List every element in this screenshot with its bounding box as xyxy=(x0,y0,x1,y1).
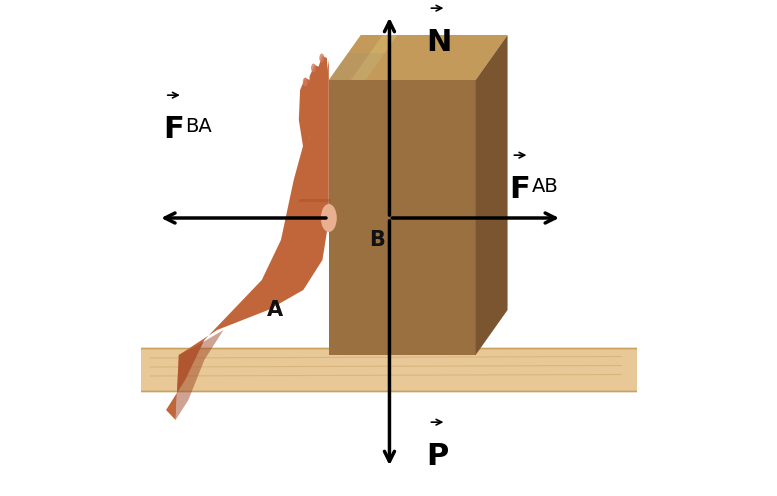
Polygon shape xyxy=(299,78,312,148)
Text: BA: BA xyxy=(185,118,212,136)
Text: $\mathbf{F}$: $\mathbf{F}$ xyxy=(163,115,183,144)
Text: $\mathbf{P}$: $\mathbf{P}$ xyxy=(427,442,449,471)
Text: B: B xyxy=(369,230,385,250)
Polygon shape xyxy=(166,130,329,420)
Text: AB: AB xyxy=(531,178,559,196)
Polygon shape xyxy=(476,35,507,355)
Polygon shape xyxy=(317,56,328,143)
Ellipse shape xyxy=(311,63,316,72)
Polygon shape xyxy=(326,60,329,142)
Text: $\mathbf{F}$: $\mathbf{F}$ xyxy=(510,175,530,204)
Polygon shape xyxy=(351,35,398,80)
Polygon shape xyxy=(329,53,385,80)
Ellipse shape xyxy=(303,77,308,86)
Ellipse shape xyxy=(319,54,324,62)
Polygon shape xyxy=(329,35,507,80)
Ellipse shape xyxy=(321,204,336,232)
Text: $\mathbf{N}$: $\mathbf{N}$ xyxy=(427,28,451,57)
Bar xyxy=(329,80,476,355)
FancyBboxPatch shape xyxy=(139,349,638,391)
Text: A: A xyxy=(267,300,283,320)
Polygon shape xyxy=(176,330,224,420)
Polygon shape xyxy=(308,65,321,145)
